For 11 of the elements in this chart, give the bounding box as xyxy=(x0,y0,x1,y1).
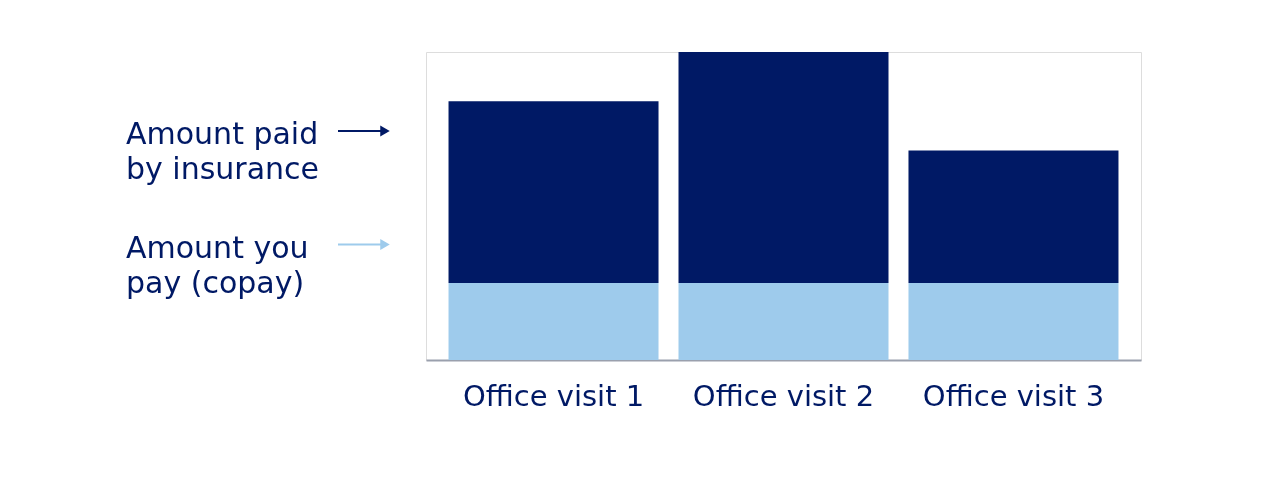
bar xyxy=(908,283,1119,360)
bar xyxy=(678,52,889,283)
x-tick-label: Office visit 1 xyxy=(462,378,645,413)
x-tick-label: Office visit 3 xyxy=(922,378,1105,413)
bar xyxy=(908,150,1119,283)
legend-label: Amount you pay (copay) xyxy=(126,229,309,300)
bar xyxy=(678,283,889,360)
bar xyxy=(448,283,659,360)
x-tick-label: Office visit 2 xyxy=(692,378,875,413)
bar xyxy=(448,101,659,283)
legend-label: Amount paid by insurance xyxy=(126,116,320,186)
